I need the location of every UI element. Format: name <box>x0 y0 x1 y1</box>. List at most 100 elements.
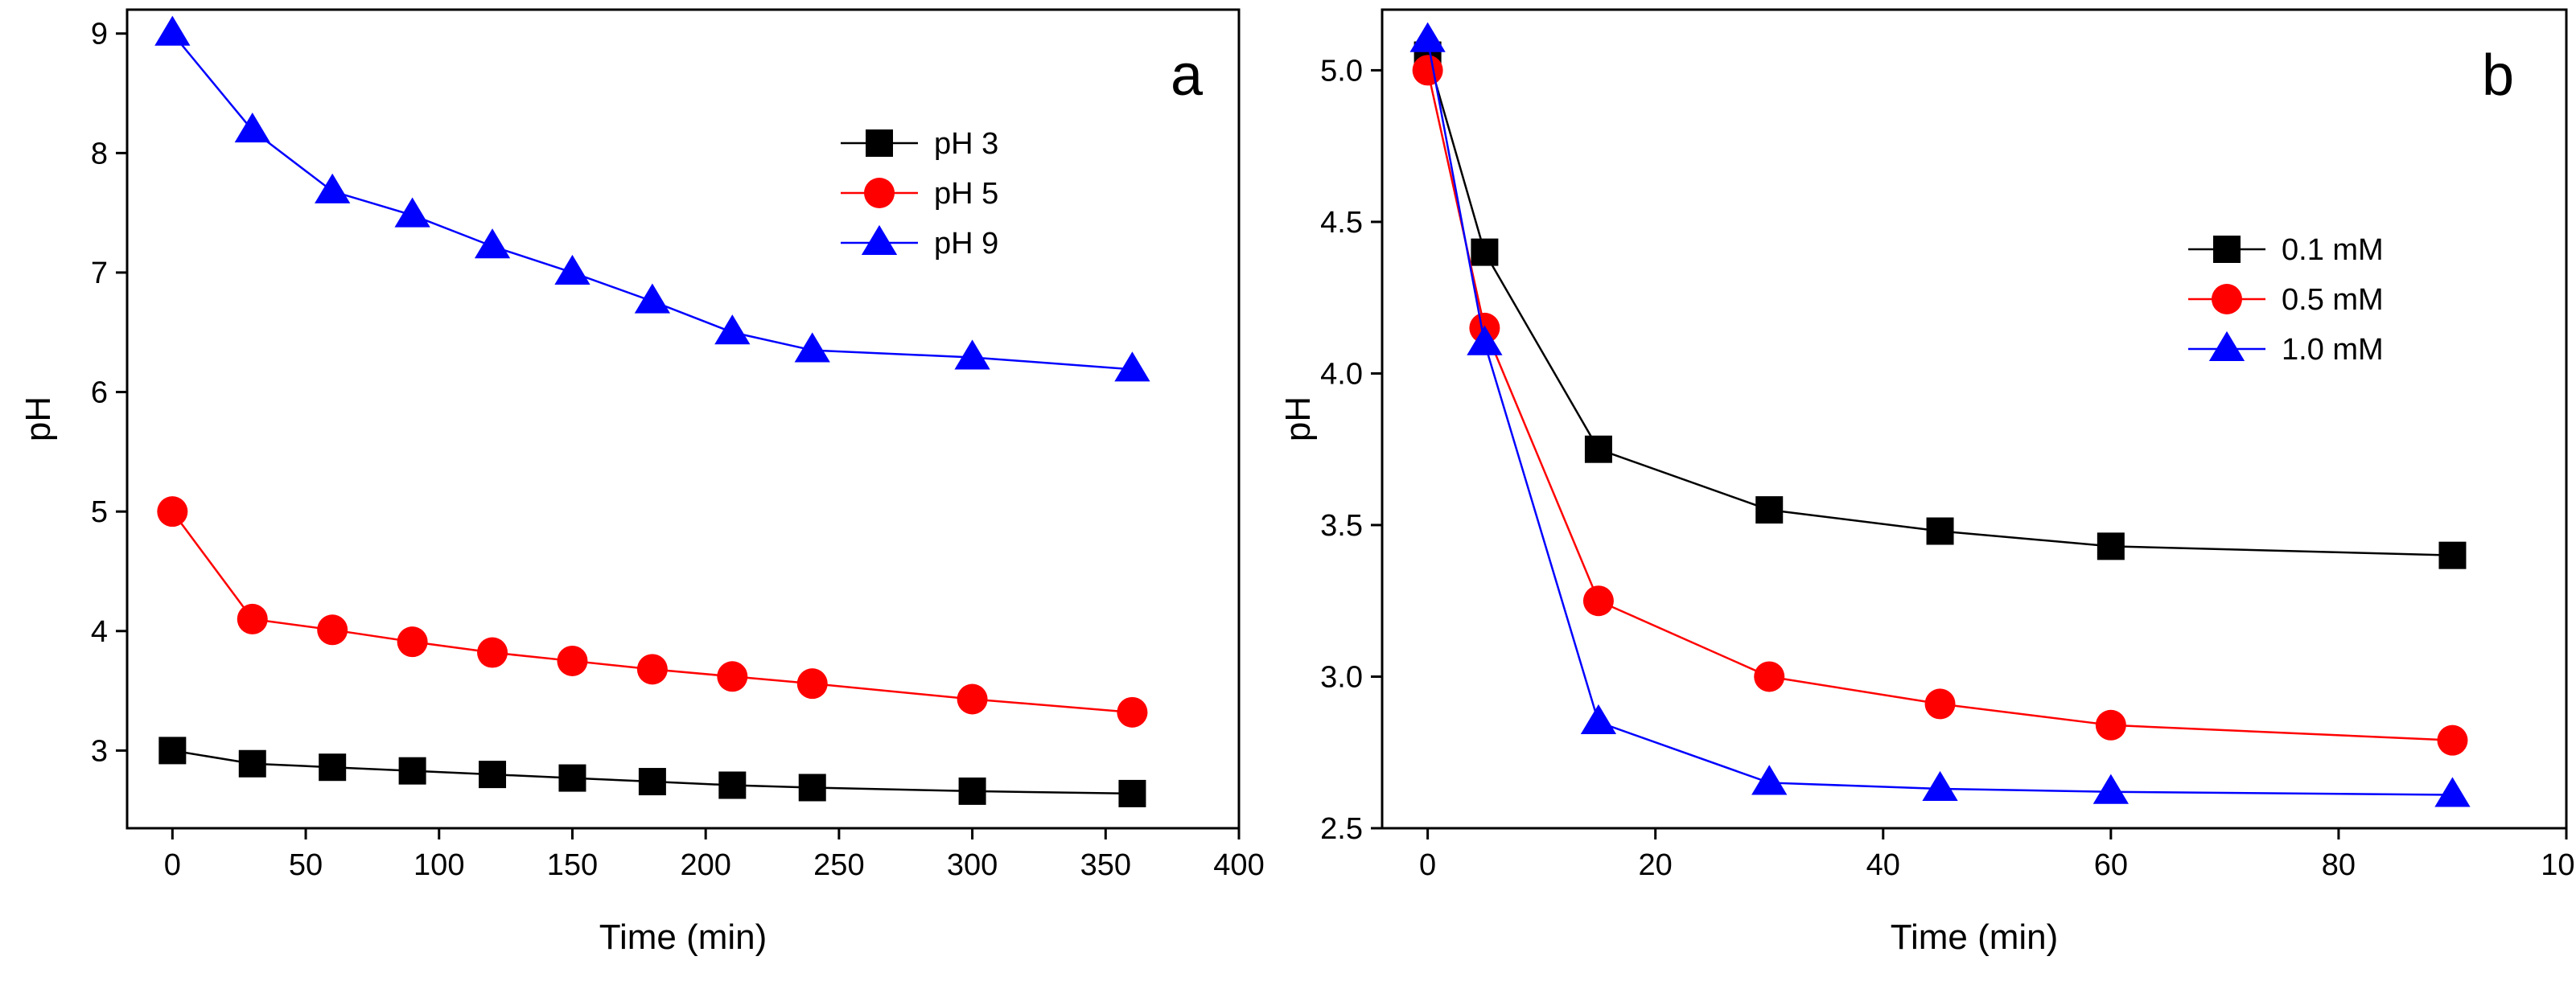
panel-a-legend-marker <box>864 178 895 208</box>
panel-b-y-tick-label: 4.5 <box>1320 206 1363 240</box>
panel-b-x-tick-label: 100 <box>2541 848 2576 882</box>
panel-a-y-axis-title: pH <box>19 396 58 441</box>
panel-a-data-point <box>319 753 347 782</box>
panel-b-x-tick-label: 40 <box>1866 848 1900 882</box>
panel-a-x-tick-label: 100 <box>414 848 464 882</box>
panel-b-legend-label: 1.0 mM <box>2282 333 2384 367</box>
panel-a-data-point <box>957 683 988 715</box>
panel-a-legend-label: pH 9 <box>934 227 998 261</box>
panel-a-data-point <box>1118 779 1146 807</box>
panel-b-series-0-5-mm <box>1412 55 2468 756</box>
panel-a-series-ph-3 <box>158 737 1146 807</box>
panel-a-data-point <box>558 764 586 792</box>
panel-a-data-point <box>157 496 188 527</box>
panel-b-data-point <box>2437 724 2468 756</box>
panel-b-legend-marker <box>2212 284 2242 314</box>
panel-a-x-tick-label: 300 <box>947 848 998 882</box>
panel-b-series-line <box>1426 70 2453 741</box>
panel-a-data-point <box>479 761 507 789</box>
panel-b-legend-label: 0.1 mM <box>2282 233 2384 267</box>
panel-b-data-point <box>1926 517 1954 545</box>
panel-a-x-tick-label: 250 <box>813 848 864 882</box>
panel-a-x-tick-label: 150 <box>547 848 598 882</box>
panel-a-series-ph-9 <box>154 15 1150 382</box>
panel-a-y-tick-label: 5 <box>91 495 108 529</box>
panel-a-data-point <box>474 228 511 259</box>
panel-a-data-point <box>717 661 748 692</box>
panel-a-series-ph-5 <box>157 496 1148 728</box>
panel-b-data-point <box>1467 325 1503 355</box>
panel-b-panel-letter: b <box>2482 43 2514 108</box>
panel-a-data-point <box>234 112 270 143</box>
panel-a-data-point <box>1117 696 1148 728</box>
panel-a-x-tick-label: 0 <box>164 848 181 882</box>
panel-b-data-point <box>1580 704 1617 735</box>
panel-b-x-tick-label: 80 <box>2322 848 2356 882</box>
panel-b-legend-marker <box>2208 330 2245 361</box>
panel-a-y-tick-label: 9 <box>91 18 108 51</box>
panel-a-data-point <box>477 637 508 668</box>
panel-b-x-tick-label: 20 <box>1639 848 1673 882</box>
panel-a-plot-frame <box>126 8 1241 830</box>
panel-a-y-tick-label: 6 <box>91 376 108 410</box>
panel-b-x-tick-label: 0 <box>1419 848 1436 882</box>
panel-a-data-point <box>794 332 830 363</box>
panel-a-data-point <box>398 757 426 785</box>
panel-a-data-point <box>634 283 671 314</box>
panel-a-y-tick-label: 8 <box>91 137 108 170</box>
panel-b-data-point <box>1582 585 1614 617</box>
panel-b-x-tick-label: 60 <box>2094 848 2128 882</box>
panel-a-data-point <box>796 668 828 700</box>
panel-a-data-point <box>158 737 187 765</box>
panel-b-data-point <box>2092 774 2129 804</box>
panel-b-plot-frame <box>1381 8 2568 830</box>
panel-a-data-point <box>954 339 990 370</box>
panel-b-data-point <box>1584 435 1612 463</box>
panel-b-y-tick-label: 3.5 <box>1320 509 1363 543</box>
panel-a-data-point <box>397 626 428 658</box>
panel-a-data-point <box>154 15 191 46</box>
panel-b-data-point <box>2095 709 2126 741</box>
panel-b-data-point <box>1755 496 1784 524</box>
panel-b-y-tick-label: 3.0 <box>1320 660 1363 694</box>
panel-b-data-point <box>1412 55 1443 86</box>
panel-a-data-point <box>317 614 348 646</box>
panel-a-x-tick-label: 400 <box>1213 848 1264 882</box>
panel-b-y-tick-label: 5.0 <box>1320 54 1363 88</box>
panel-b-data-point <box>1471 238 1499 266</box>
panel-a-data-point <box>958 777 986 805</box>
panel-b-y-axis-title: pH <box>1278 396 1318 441</box>
panel-a-legend: pH 3 pH 5 pH 9 <box>841 127 998 261</box>
panel-a-legend-marker <box>861 224 898 255</box>
panel-a-legend-label: pH 5 <box>934 177 998 211</box>
panel-a-data-point <box>557 645 588 676</box>
panel-a-data-point <box>238 749 266 778</box>
panel-a-x-tick-label: 200 <box>680 848 730 882</box>
panel-b-series-1-0-mm <box>1409 22 2471 807</box>
panel-a-data-point <box>237 603 268 634</box>
panel-a-x-tick-label: 350 <box>1080 848 1131 882</box>
panel-b-data-point <box>1922 770 1958 801</box>
panel-a-panel-letter: a <box>1171 43 1204 108</box>
panel-b-data-point <box>2097 532 2125 560</box>
panel-a-data-point <box>718 771 747 799</box>
panel-b-data-point <box>1754 661 1785 692</box>
panel-a-x-axis-title: Time (min) <box>599 917 767 957</box>
panel-b-data-point <box>1409 22 1446 52</box>
panel-b-data-point <box>2438 541 2467 569</box>
panel-a-x-tick-label: 50 <box>289 848 323 882</box>
panel-a-y-tick-label: 4 <box>91 615 108 649</box>
panel-a-data-point <box>798 774 826 802</box>
panel-a-data-point <box>638 768 666 796</box>
chart-panel-b: 0 20 40 60 80 100 2.5 3.0 3.5 4.0 4.5 5.0 Time (min)… <box>1278 8 2576 957</box>
panel-b-legend-label: 0.5 mM <box>2282 283 2384 317</box>
panel-a-y-tick-label: 3 <box>91 734 108 768</box>
panel-a-legend-label: pH 3 <box>934 127 998 161</box>
panel-b-series-line <box>1426 39 2453 796</box>
panel-b-data-point <box>2434 777 2471 807</box>
panel-a-data-point <box>315 173 351 203</box>
panel-a-legend-marker <box>866 129 893 157</box>
panel-b-data-point <box>1751 765 1788 795</box>
panel-a-y-tick-label: 7 <box>91 257 108 290</box>
